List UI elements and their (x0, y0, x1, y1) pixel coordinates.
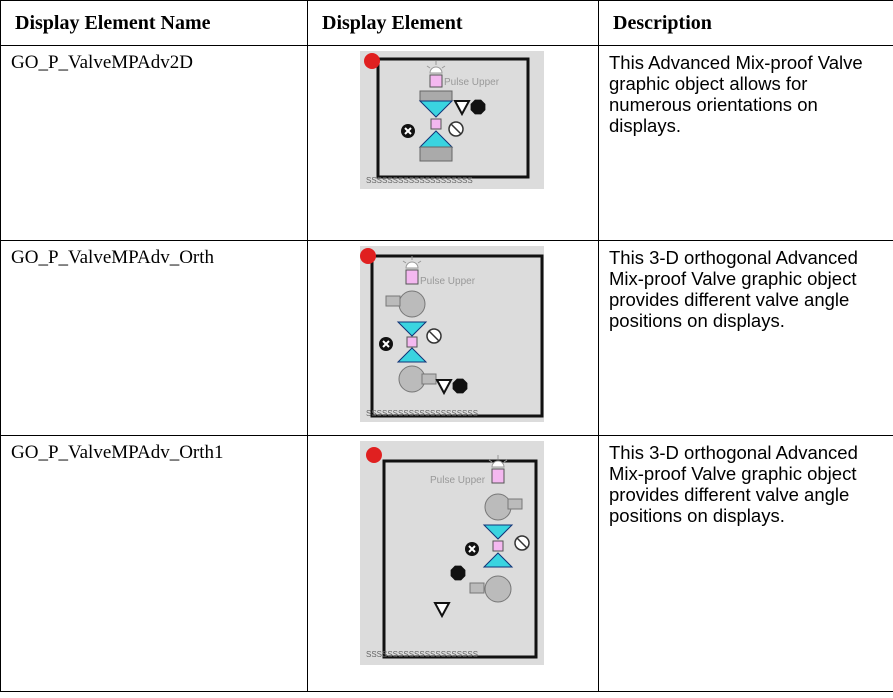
fault-icon (468, 545, 476, 553)
valve-seat (396, 321, 428, 337)
lamp-icon (405, 261, 419, 269)
description-cell: This Advanced Mix-proof Valve graphic ob… (598, 45, 893, 241)
description-cell: This 3-D orthogonal Advanced Mix-proof V… (598, 240, 893, 436)
graphic-label: Pulse Upper (430, 475, 486, 486)
graphic-bg (360, 246, 544, 422)
valve-body (398, 290, 426, 318)
pipe (421, 373, 437, 385)
solenoid (429, 74, 443, 88)
valve-seat (418, 100, 454, 118)
lamp-icon (429, 66, 443, 74)
lamp-rays (402, 256, 422, 264)
lamp-rays (488, 455, 508, 463)
row: GO_P_ValveMPAdv2D Pulse Upper SSSSSSSSSSS… (0, 45, 893, 241)
graphic-strip: SSSSSSSSSSSSSSSSSSSSS (366, 409, 478, 418)
valve-seat (396, 347, 428, 363)
stop-icon (452, 378, 468, 394)
row: GO_P_ValveMPAdv_Orth1 Pulse Upper SSSSSSS… (0, 435, 893, 692)
pipe (469, 582, 485, 594)
name-cell: GO_P_ValveMPAdv_Orth1 (0, 435, 308, 692)
graphic-cell: Pulse Upper SSSSSSSSSSSSSSSSSSSSS (307, 435, 599, 692)
header-cell: Display Element (307, 0, 599, 46)
valve-seat (482, 524, 514, 540)
graphic-cell: Pulse Upper SSSSSSSSSSSSSSSSSSSSS (307, 240, 599, 436)
warn-icon (435, 379, 453, 396)
stop-icon (450, 565, 466, 581)
valve-link (430, 118, 442, 130)
block-icon (450, 123, 462, 135)
valve-graphic: Pulse Upper SSSSSSSSSSSSSSSSSSSS (360, 51, 544, 189)
solenoid (405, 269, 419, 285)
lamp-icon (491, 460, 505, 468)
graphic-bg (360, 441, 544, 665)
graphic-frame (382, 459, 538, 659)
actuator (419, 90, 453, 102)
solenoid (491, 468, 505, 484)
graphic-bg (360, 51, 544, 189)
graphic-strip: SSSSSSSSSSSSSSSSSSSS (366, 176, 473, 185)
name-cell: GO_P_ValveMPAdv_Orth (0, 240, 308, 436)
row: GO_P_ValveMPAdv_Orth Pulse Upper SSSSSSSS… (0, 240, 893, 436)
pipe (507, 498, 523, 510)
alarm-icon (364, 53, 380, 69)
fault-icon (382, 340, 390, 348)
graphic-label: Pulse Upper (420, 276, 476, 287)
alarm-icon (366, 447, 382, 463)
stop-icon (470, 99, 486, 115)
valve-link (492, 540, 504, 552)
warn-icon (433, 602, 451, 619)
graphic-cell: Pulse Upper SSSSSSSSSSSSSSSSSSSS (307, 45, 599, 241)
actuator (419, 146, 453, 162)
valve-body (484, 493, 512, 521)
header-cell: Display Element Name (0, 0, 308, 46)
graphic-frame (370, 254, 544, 418)
graphic-label: Pulse Upper (444, 77, 500, 88)
graphic-strip: SSSSSSSSSSSSSSSSSSSSS (366, 650, 478, 659)
header-row: Display Element Name Display Element Des… (0, 0, 893, 46)
pipe (385, 295, 401, 307)
valve-link (406, 336, 418, 348)
alarm-icon (360, 248, 376, 264)
name-cell: GO_P_ValveMPAdv2D (0, 45, 308, 241)
block-icon (516, 537, 528, 549)
fault-icon (404, 127, 412, 135)
valve-graphic: Pulse Upper SSSSSSSSSSSSSSSSSSSSS (360, 441, 544, 665)
header-cell: Description (598, 0, 893, 46)
valve-seat (482, 552, 514, 568)
valve-graphic: Pulse Upper SSSSSSSSSSSSSSSSSSSSS (360, 246, 544, 422)
block-icon (428, 330, 440, 342)
graphic-frame (376, 57, 530, 179)
warn-icon (453, 100, 471, 117)
lamp-rays (426, 61, 446, 69)
description-cell: This 3-D orthogonal Advanced Mix-proof V… (598, 435, 893, 692)
valve-body (484, 575, 512, 603)
valve-body (398, 365, 426, 393)
